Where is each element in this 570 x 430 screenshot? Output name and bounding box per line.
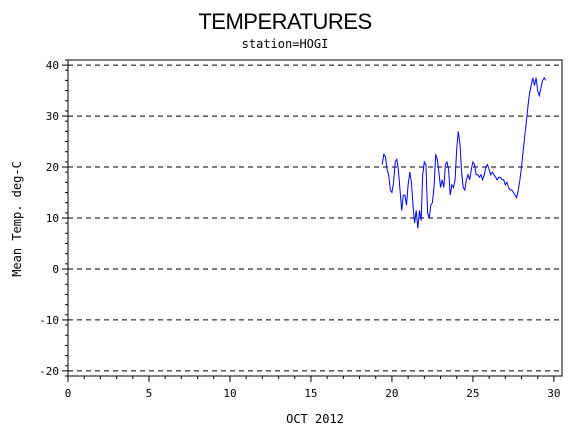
gridlines (68, 64, 562, 372)
x-tick-labels: 0 5 10 15 20 25 30 (65, 387, 561, 400)
series-layer (381, 76, 547, 229)
y-axis-label: Mean Temp. deg-C (10, 161, 24, 277)
y-tick-labels: -20 -10 0 10 20 30 40 (39, 59, 59, 378)
y-tick-label: 30 (46, 110, 59, 123)
x-tick-label: 25 (466, 387, 479, 400)
axis-ticks (62, 59, 555, 382)
y-tick-label: 0 (52, 263, 59, 276)
y-tick-label: 20 (46, 161, 59, 174)
x-tick-label: 15 (304, 387, 317, 400)
y-tick-label: 10 (46, 212, 59, 225)
chart-title: TEMPERATURES (198, 9, 371, 34)
x-tick-label: 0 (65, 387, 72, 400)
y-tick-label: 40 (46, 59, 59, 72)
chart-subtitle: station=HOGI (242, 37, 329, 51)
x-tick-label: 20 (385, 387, 398, 400)
x-tick-label: 30 (547, 387, 560, 400)
x-axis-label: OCT 2012 (286, 412, 344, 426)
series-line (381, 76, 547, 229)
x-tick-label: 5 (146, 387, 153, 400)
y-tick-label: -20 (39, 365, 59, 378)
y-tick-label: -10 (39, 314, 59, 327)
x-tick-label: 10 (223, 387, 236, 400)
